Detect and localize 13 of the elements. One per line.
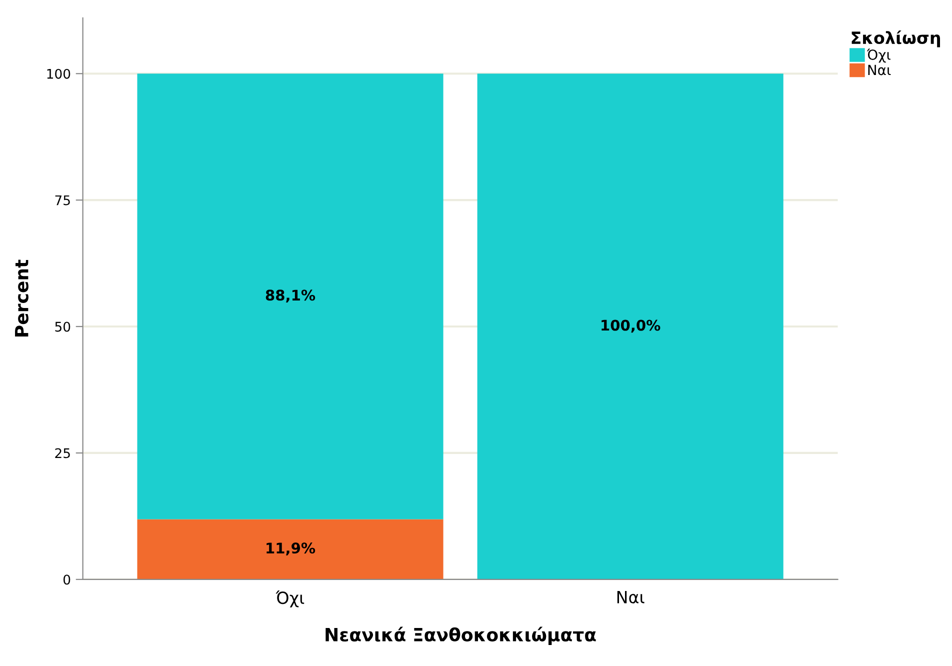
y-tick-label: 100 xyxy=(47,68,70,79)
legend-label: Ναι xyxy=(868,64,891,76)
legend-label: Όχι xyxy=(866,48,890,63)
y-axis-title: Percent xyxy=(15,260,28,336)
data-label: 100,0% xyxy=(602,320,660,333)
y-tick-label: 0 xyxy=(63,574,70,585)
data-label: 88,1% xyxy=(266,290,316,303)
legend-title: Σκολίωση xyxy=(852,30,940,48)
y-tick-label: 50 xyxy=(55,322,70,332)
x-axis-title: Νεανικά Ξανθοκοκκιώματα xyxy=(326,626,596,645)
data-label: 11,9% xyxy=(266,542,316,556)
y-tick-label: 75 xyxy=(55,195,70,206)
y-tick-label: 25 xyxy=(55,448,70,458)
